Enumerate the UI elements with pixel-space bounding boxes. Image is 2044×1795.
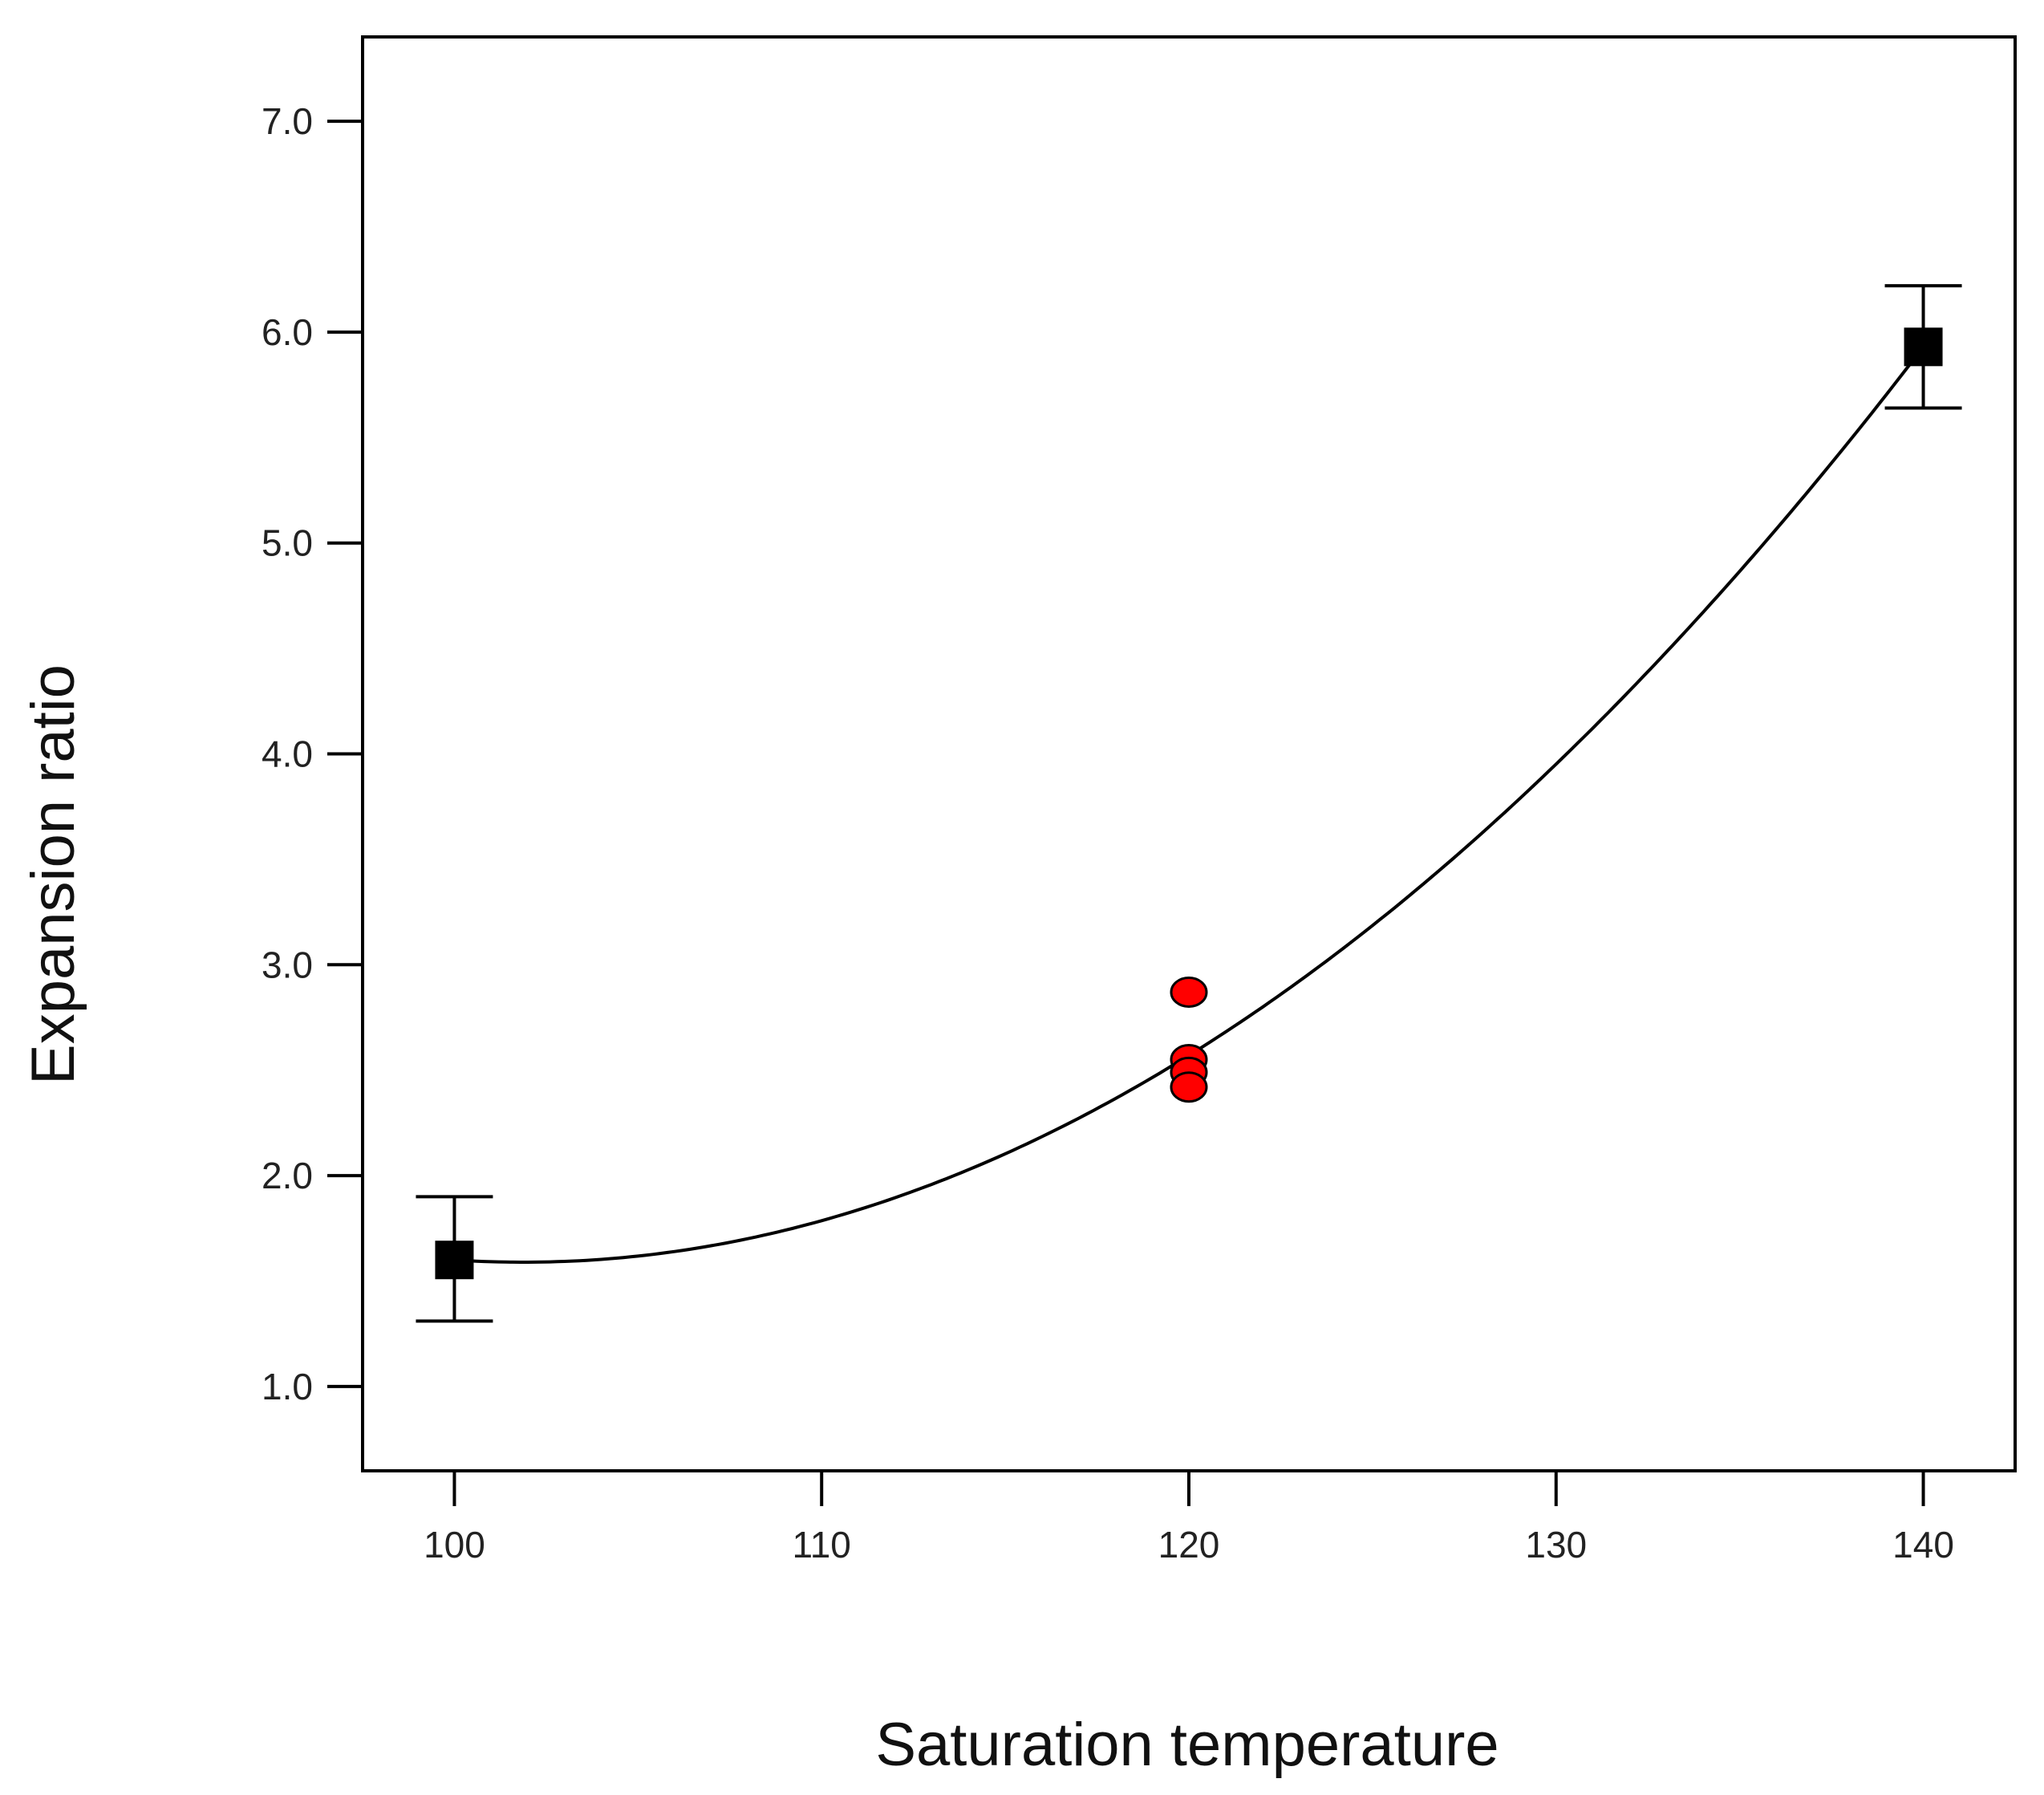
center-point [1170,1071,1208,1103]
fit-curve [454,346,1925,1264]
center-point [1170,976,1208,1008]
error-bars [416,284,1962,1323]
y-tick-label: 3.0 [262,944,313,985]
x-axis-title: Saturation temperature [875,1711,1499,1779]
x-tick-label: 100 [424,1524,485,1566]
y-tick-label: 7.0 [262,100,313,142]
y-axis-ticks: 1.0 2.0 3.0 4.0 5.0 6.0 7.0 [262,100,363,1407]
data-markers [435,327,1943,1280]
square-point [1904,327,1943,367]
x-axis-ticks: 100 110 120 130 140 [424,1471,1954,1566]
y-axis-title: Expansion ratio [19,664,87,1085]
y-tick-label: 4.0 [262,733,313,775]
y-tick-label: 5.0 [262,522,313,564]
x-tick-label: 110 [793,1524,851,1566]
x-tick-label: 130 [1525,1524,1587,1566]
plot-frame [361,35,2017,1472]
y-tick-label: 1.0 [262,1366,313,1407]
y-tick-label: 6.0 [262,311,313,353]
y-tick-label: 2.0 [262,1155,313,1196]
square-point [435,1241,474,1280]
x-tick-label: 140 [1892,1524,1954,1566]
x-tick-label: 120 [1158,1524,1220,1566]
